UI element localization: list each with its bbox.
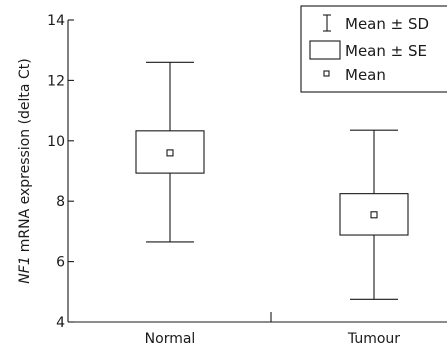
legend-sd-symbol: [323, 14, 331, 32]
x-tick-label-normal: Normal: [145, 331, 196, 347]
y-tick-label-8: 8: [56, 194, 65, 210]
se-box: [339, 193, 409, 236]
box-tumour: [339, 129, 409, 300]
legend-frame: [300, 5, 447, 93]
legend-label-mean: Mean: [345, 66, 386, 84]
legend-mean-symbol: [323, 70, 330, 77]
legend-label-se: Mean ± SE: [345, 42, 427, 60]
axes: 4 6 8 10 12 14 Normal Tumour: [47, 13, 447, 347]
legend: Mean ± SD Mean ± SE Mean: [300, 5, 447, 93]
mean-marker: [166, 149, 174, 157]
mean-marker: [370, 211, 378, 219]
y-tick-label-14: 14: [47, 13, 65, 29]
box-normal: [135, 61, 205, 243]
y-axis-label-gene: NF1: [17, 256, 33, 283]
legend-se-symbol: [309, 40, 341, 60]
x-tick-label-tumour: Tumour: [347, 331, 400, 347]
se-box: [135, 130, 205, 174]
y-tick-label-12: 12: [47, 73, 65, 89]
y-axis-label: NF1 mRNA expression (delta Ct): [17, 58, 33, 283]
y-axis-label-text: mRNA expression (delta Ct): [17, 58, 33, 252]
legend-label-sd: Mean ± SD: [345, 15, 429, 33]
y-tick-label-6: 6: [56, 255, 65, 271]
y-tick-label-10: 10: [47, 134, 65, 150]
box-marks: [135, 61, 409, 300]
y-tick-label-4: 4: [56, 315, 65, 331]
